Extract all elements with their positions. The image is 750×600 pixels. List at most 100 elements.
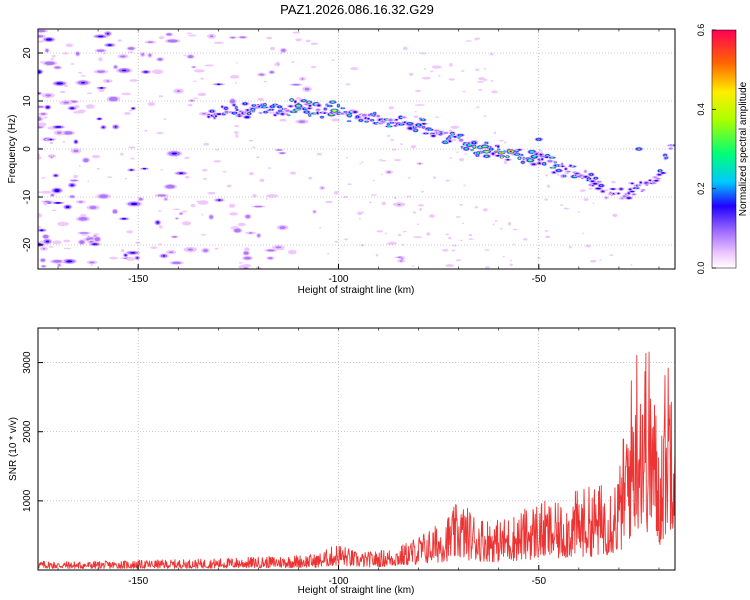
noise-blob-level [78, 71, 83, 74]
ridge-blob-level [308, 104, 312, 107]
noise-blob [187, 103, 193, 107]
ridge-blob-level [611, 188, 615, 190]
faint-blob-level [455, 259, 462, 262]
noise-blob-level [397, 203, 401, 206]
faint-blob [408, 176, 411, 179]
noise-blob [109, 256, 118, 260]
faint-blob-level [544, 198, 548, 201]
ridge-blob-level [376, 115, 380, 118]
ridge-blob [262, 102, 268, 107]
heatmap-peak [534, 137, 544, 142]
noise-blob [57, 262, 62, 268]
noise-blob-level [62, 52, 69, 55]
noise-blob-level [450, 125, 460, 129]
noise-blob-level [41, 190, 52, 194]
ridge-blob [637, 183, 642, 187]
noise-blob [75, 79, 91, 86]
faint-blob-level [376, 253, 379, 257]
ridge-blob [565, 170, 572, 173]
noise-blob-level [56, 131, 62, 134]
noise-blob [154, 193, 169, 198]
noise-blob-level [468, 233, 473, 237]
noise-blob [265, 197, 268, 200]
noise-blob-level [243, 251, 249, 255]
ridge-blob [315, 110, 320, 116]
noise-blob [491, 90, 498, 94]
ridge-blob-level [316, 112, 319, 114]
ridge-blob-level [601, 190, 604, 193]
noise-blob-level [106, 176, 113, 179]
noise-blob-level [54, 202, 61, 204]
ridge-blob [561, 174, 567, 178]
ridge-blob [592, 176, 600, 181]
ridge-blob [271, 103, 279, 106]
faint-blob-level [417, 204, 424, 207]
noise-blob [38, 122, 47, 127]
noise-blob-level [44, 200, 51, 203]
ridge-blob [540, 157, 545, 162]
noise-blob [70, 148, 82, 154]
ridge-blob [502, 149, 507, 153]
ridge-blob-level [520, 154, 523, 156]
faint-blob [588, 187, 593, 190]
ridge-blob-level [584, 176, 588, 178]
noise-blob-level [54, 189, 60, 193]
noise-blob-level [483, 67, 487, 70]
noise-blob-level [183, 54, 187, 57]
noise-blob-level [235, 81, 238, 84]
noise-blob-level [419, 52, 427, 55]
faint-blob-level [559, 204, 564, 206]
faint-blob-level [512, 228, 518, 231]
noise-blob [350, 67, 359, 71]
noise-blob [215, 148, 219, 151]
faint-blob-level [419, 207, 422, 212]
ridge-blob-level [539, 153, 543, 156]
noise-blob [86, 260, 98, 265]
noise-blob-level [252, 146, 256, 149]
noise-blob-level [238, 262, 243, 264]
noise-blob-level [42, 247, 46, 250]
noise-blob-level [304, 87, 310, 91]
noise-blob [121, 249, 125, 253]
noise-blob-level [70, 179, 78, 182]
noise-blob-level [257, 234, 261, 237]
noise-blob [174, 217, 179, 220]
faint-blob-level [393, 196, 397, 199]
snr-x-tick-label: -150 [128, 576, 148, 587]
noise-blob [235, 61, 238, 64]
faint-blob [433, 176, 436, 180]
noise-blob-level [209, 35, 214, 38]
noise-blob-level [372, 179, 375, 182]
noise-blob-level [114, 65, 118, 69]
noise-blob-level [38, 117, 42, 121]
faint-blob-level [507, 221, 511, 226]
ridge-blob-level [491, 152, 495, 155]
faint-blob [402, 230, 407, 233]
noise-blob-level [218, 199, 221, 201]
ridge-blob-level [371, 119, 374, 121]
faint-blob-level [410, 144, 417, 149]
ridge-blob-level [291, 111, 295, 113]
ridge-blob-level [547, 159, 553, 163]
noise-blob-level [399, 143, 404, 145]
noise-blob-level [421, 76, 431, 80]
ridge-blob-level [593, 182, 597, 185]
noise-blob-level [474, 38, 477, 41]
noise-blob-level [59, 90, 66, 94]
faint-blob [568, 245, 572, 249]
ridge-blob-level [634, 187, 638, 189]
faint-blob-level [401, 243, 405, 246]
faint-blob [412, 211, 417, 214]
noise-blob-level [181, 210, 188, 213]
noise-blob-level [485, 266, 490, 269]
snr-y-tick-label: 2000 [22, 420, 33, 443]
noise-blob [448, 129, 452, 132]
noise-blob [103, 42, 116, 48]
ridge-blob [546, 159, 554, 164]
faint-blob-level [445, 179, 450, 182]
ridge-blob-level [632, 193, 636, 196]
ridge-blob [480, 144, 490, 149]
ridge-blob [375, 114, 381, 118]
noise-blob [158, 225, 163, 229]
